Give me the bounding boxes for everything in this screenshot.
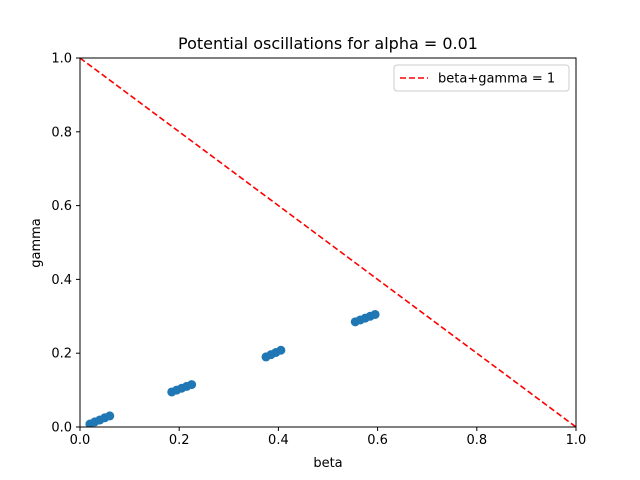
legend-box [393, 64, 570, 92]
plot-area: 0.0 0.2 0.4 0.6 0.8 1.0 0.0 0.2 0.4 0.6 0.8 1.0 [51, 52, 586, 449]
scatter-point [276, 345, 286, 355]
x-tick-label: 0.4 [268, 433, 289, 448]
legend-label: beta+gamma = 1 [438, 72, 555, 87]
axes-frame [79, 57, 577, 428]
scatter-point [105, 411, 115, 421]
chart-title: Potential oscillations for alpha = 0.01 [178, 34, 478, 53]
x-tick-label: 0.2 [169, 433, 190, 448]
y-tick-label: 1.0 [51, 52, 72, 67]
scatter-point [370, 309, 380, 319]
scatter-point [187, 380, 197, 390]
y-tick-label: 0.8 [51, 125, 72, 140]
reference-line [80, 58, 576, 427]
legend: beta+gamma = 1 [393, 64, 570, 92]
x-axis-label: beta [313, 456, 342, 471]
y-tick-label: 0.0 [51, 421, 72, 436]
x-tick-label: 0.8 [466, 433, 487, 448]
y-tick-label: 0.4 [51, 273, 72, 288]
scatter-series [85, 309, 380, 427]
y-tick-label: 0.6 [51, 199, 72, 214]
x-tick-label: 0.0 [70, 433, 91, 448]
x-tick-label: 1.0 [566, 433, 587, 448]
y-tick-label: 0.2 [51, 347, 72, 362]
y-axis-label: gamma [29, 218, 44, 268]
x-tick-label: 0.6 [367, 433, 388, 448]
